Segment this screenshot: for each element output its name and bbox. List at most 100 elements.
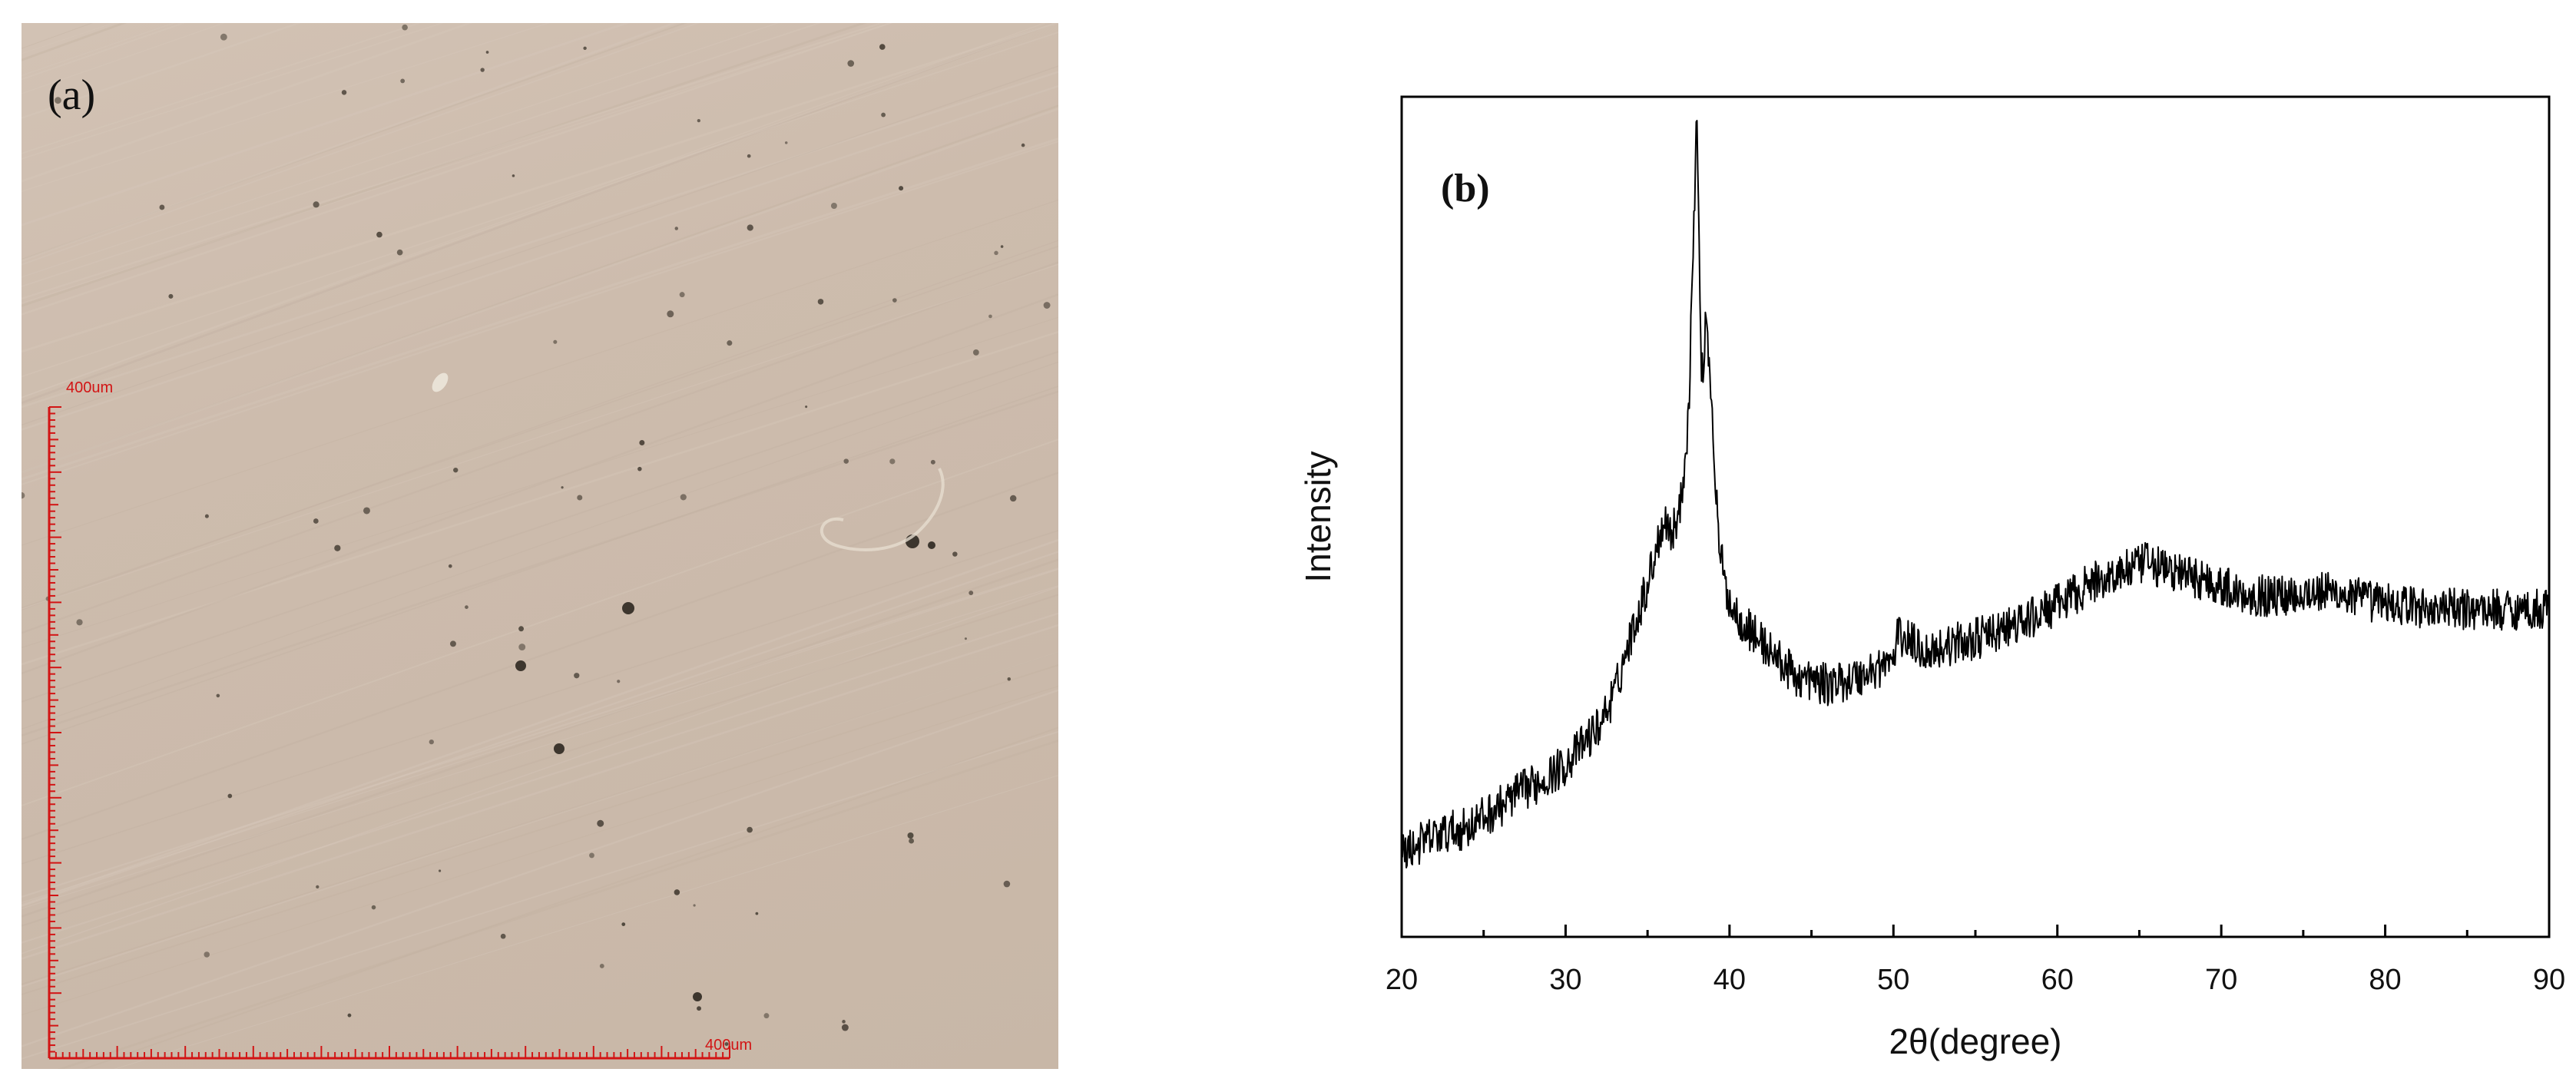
- x-tick-label: 50: [1877, 964, 1909, 996]
- surface-particle: [909, 838, 915, 844]
- surface-particle: [622, 602, 634, 614]
- surface-particle: [515, 660, 526, 671]
- surface-particle: [830, 203, 837, 209]
- surface-particle: [363, 507, 370, 515]
- surface-particle: [512, 174, 515, 177]
- surface-particle: [680, 494, 687, 501]
- y-axis-label: Intensity: [1298, 451, 1338, 582]
- surface-particle: [316, 885, 320, 889]
- surface-particle: [639, 440, 645, 445]
- surface-texture: [22, 23, 1058, 1069]
- surface-particle: [952, 551, 958, 557]
- series-line-xrd: [1401, 120, 2550, 869]
- surface-particle: [341, 90, 347, 95]
- surface-particle: [574, 673, 580, 679]
- microscope-image-panel: (a) 400um 400um: [22, 23, 1058, 1069]
- surface-particle: [928, 541, 935, 549]
- surface-particle: [747, 224, 753, 231]
- surface-particle: [376, 231, 382, 238]
- surface-particle: [500, 933, 506, 939]
- surface-particle: [907, 832, 914, 839]
- surface-bright-spot: [432, 372, 449, 392]
- surface-particle: [159, 204, 165, 210]
- surface-particle: [168, 293, 174, 299]
- surface-particle: [204, 514, 209, 518]
- surface-particle: [842, 1020, 846, 1024]
- surface-particle: [617, 680, 621, 683]
- surface-particle: [724, 1042, 729, 1046]
- surface-particle: [881, 112, 886, 117]
- panel-label-b: (b): [1441, 167, 1490, 210]
- surface-particles: [22, 24, 1051, 1046]
- x-axis-label: 2θ(degree): [1889, 1021, 2061, 1061]
- surface-particle: [637, 466, 642, 472]
- surface-particle: [994, 250, 998, 256]
- panel-label-a: (a): [48, 71, 96, 119]
- scale-bar-label-vertical: 400um: [66, 379, 114, 396]
- surface-particle: [465, 605, 469, 609]
- surface-particle: [841, 1024, 849, 1031]
- x-tick-label: 30: [1549, 964, 1581, 996]
- surface-particle: [679, 292, 685, 298]
- surface-particle: [899, 186, 904, 191]
- surface-particle: [220, 33, 227, 41]
- x-axis-ticks: 20 30 40 50 60 70 80 90: [1386, 925, 2565, 996]
- surface-particle: [879, 44, 886, 50]
- scale-bar-label-horizontal: 400um: [705, 1037, 753, 1054]
- surface-particle: [674, 227, 679, 230]
- surface-particle: [599, 964, 604, 968]
- surface-particle: [453, 467, 459, 473]
- surface-particle: [518, 644, 526, 650]
- plot-frame: [1400, 95, 2551, 938]
- surface-particle: [448, 564, 452, 568]
- surface-particle: [76, 619, 83, 626]
- surface-particle: [402, 24, 408, 31]
- surface-particle: [204, 951, 210, 958]
- surface-particle: [889, 458, 896, 465]
- surface-particle: [216, 693, 220, 698]
- surface-particle: [697, 1006, 701, 1011]
- surface-scratch-mark: [819, 468, 945, 551]
- surface-particle: [1000, 245, 1004, 248]
- surface-particle: [485, 51, 489, 54]
- surface-particle: [396, 249, 403, 256]
- surface-particle: [763, 1013, 770, 1019]
- surface-particle: [847, 60, 855, 67]
- xrd-chart: 20 30 40 50 60 70 80 90 (b) 2θ(degree) Intensit…: [1298, 95, 2565, 1061]
- surface-particle: [755, 912, 759, 915]
- surface-particle: [693, 992, 702, 1001]
- surface-particle: [727, 340, 733, 346]
- surface-particle: [964, 637, 967, 640]
- surface-particle: [1043, 302, 1051, 309]
- x-tick-label: 80: [2369, 964, 2401, 996]
- surface-particle: [429, 739, 434, 745]
- surface-particle: [747, 154, 751, 158]
- x-tick-label: 60: [2041, 964, 2074, 996]
- surface-particle: [843, 458, 849, 464]
- surface-particle: [22, 492, 25, 499]
- surface-particle: [313, 518, 319, 524]
- x-tick-label: 40: [1713, 964, 1746, 996]
- surface-particle: [1009, 495, 1017, 502]
- surface-particle: [55, 97, 61, 104]
- surface-particle: [968, 591, 974, 595]
- surface-particle: [227, 793, 233, 799]
- scale-bar: [48, 406, 730, 1060]
- surface-particle: [674, 889, 680, 895]
- surface-particle: [667, 310, 674, 318]
- surface-particle: [334, 544, 341, 551]
- surface-particle: [1007, 677, 1012, 681]
- surface-particle: [747, 826, 753, 833]
- surface-particle: [554, 743, 565, 754]
- surface-particle: [589, 852, 594, 859]
- surface-particle: [583, 46, 587, 50]
- surface-particle: [347, 1013, 352, 1018]
- surface-particle: [480, 68, 485, 72]
- surface-particle: [972, 349, 979, 356]
- surface-particle: [697, 118, 700, 123]
- surface-particle: [518, 626, 525, 632]
- surface-particle: [450, 640, 456, 647]
- surface-particle: [400, 78, 406, 84]
- x-tick-label: 20: [1386, 964, 1418, 996]
- surface-particle: [988, 314, 992, 319]
